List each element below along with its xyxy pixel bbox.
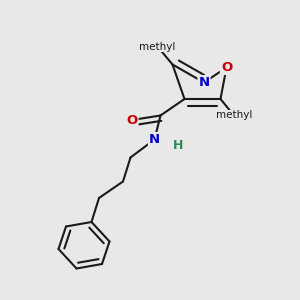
Text: methyl: methyl bbox=[139, 41, 176, 52]
Text: N: N bbox=[198, 76, 210, 89]
Text: methyl: methyl bbox=[216, 110, 252, 121]
Text: H: H bbox=[173, 139, 184, 152]
Text: O: O bbox=[221, 61, 232, 74]
Text: O: O bbox=[126, 113, 138, 127]
Text: N: N bbox=[149, 133, 160, 146]
